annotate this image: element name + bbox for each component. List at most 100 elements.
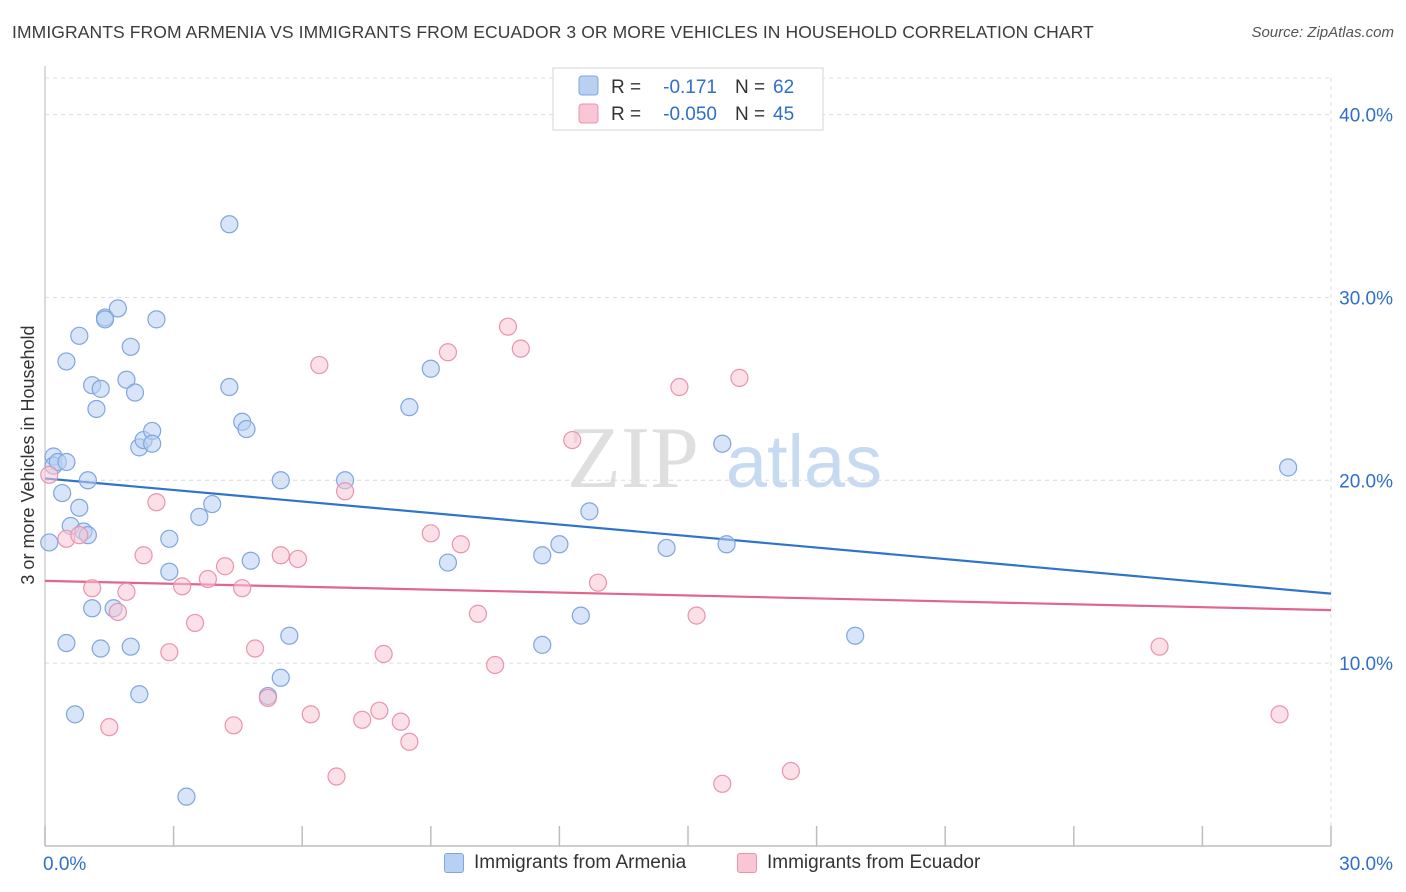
ecuador-point (173, 577, 192, 596)
ecuador-point (370, 701, 389, 720)
legend-swatch-ecuador (737, 853, 757, 873)
ecuador-point (670, 377, 689, 397)
trend-lines (44, 477, 1332, 612)
ecuador-point (400, 732, 419, 751)
armenia-point (271, 668, 290, 687)
ecuador-point (134, 546, 153, 565)
armenia-point (220, 377, 239, 397)
y-tick-labels: 10.0% 20.0% 30.0% 40.0% (1339, 106, 1393, 676)
armenia-point (438, 553, 458, 572)
ecuador-point (1150, 637, 1169, 656)
ecuador-point (511, 339, 530, 358)
ecuador-point (100, 718, 119, 737)
ecuador-point (70, 526, 89, 545)
legend-r-value: -0.050 (663, 104, 717, 125)
legend-r-label: R = (611, 104, 641, 125)
x-tick-label: 0.0% (43, 854, 86, 875)
armenia-point (95, 310, 115, 329)
armenia-point (400, 398, 419, 417)
armenia-point (143, 434, 162, 453)
legend-label-armenia: Immigrants from Armenia (474, 852, 687, 873)
armenia-point (203, 494, 222, 514)
y-tick-label: 30.0% (1339, 288, 1393, 309)
armenia-point (550, 535, 569, 554)
armenia-point (130, 685, 149, 704)
ecuador-point (374, 644, 393, 664)
ecuador-point (117, 582, 136, 601)
ecuador-point (1270, 705, 1289, 724)
ecuador-point (198, 569, 217, 589)
ecuador-point (498, 317, 518, 336)
armenia-point (177, 787, 196, 806)
legend-swatch-armenia (444, 853, 464, 873)
ecuador-point (245, 639, 265, 658)
y-tick-label: 10.0% (1339, 654, 1393, 675)
armenia-point (160, 529, 179, 548)
ecuador-point (83, 579, 102, 598)
ecuador-point (438, 343, 458, 362)
source-label: Source: ZipAtlas.com (1251, 24, 1394, 41)
armenia-point (1279, 458, 1298, 477)
legend-n-label: N = (735, 104, 765, 125)
legend-swatch-armenia (578, 75, 599, 96)
armenia-point (91, 379, 110, 398)
legend-label-ecuador: Immigrants from Ecuador (767, 852, 981, 873)
legend-n-label: N = (735, 77, 765, 98)
x-tick-label: 30.0% (1339, 854, 1393, 875)
armenia-point (121, 337, 140, 356)
armenia-point (57, 633, 76, 653)
ecuador-point (327, 767, 346, 786)
ecuador-point (160, 643, 179, 662)
ecuador-point (108, 602, 127, 622)
armenia-point (108, 299, 127, 318)
legend-swatch-ecuador (578, 103, 599, 124)
armenia-point (147, 310, 166, 329)
ecuador-point (233, 579, 252, 598)
ecuador-point (258, 688, 278, 707)
armenia-point (241, 551, 260, 570)
ecuador-point (310, 355, 329, 375)
armenia-point (65, 705, 85, 724)
armenia-point (237, 419, 256, 439)
legend-r-value: -0.171 (663, 77, 717, 98)
ecuador-point (563, 430, 582, 450)
armenia-point (580, 502, 599, 521)
armenia-point (78, 471, 97, 490)
armenia-point (57, 452, 76, 472)
ecuador-point (215, 557, 235, 576)
ecuador-point (588, 573, 608, 592)
ecuador-trend-line (44, 579, 1332, 612)
ecuador-point (451, 535, 470, 554)
y-tick-label: 20.0% (1339, 471, 1393, 492)
ecuador-point (335, 482, 355, 501)
armenia-point (571, 606, 590, 625)
ecuador-point (185, 613, 205, 633)
armenia-point (657, 538, 676, 558)
armenia-point (87, 399, 106, 419)
armenia-point (121, 637, 140, 656)
chart-title: IMMIGRANTS FROM ARMENIA VS IMMIGRANTS FR… (12, 22, 1094, 42)
armenia-point (91, 639, 110, 658)
armenia-point (190, 507, 209, 526)
armenia-point (125, 383, 145, 402)
ecuador-point (147, 493, 166, 512)
armenia-point (713, 434, 732, 453)
armenia-point (846, 626, 865, 645)
y-tick-label: 40.0% (1339, 106, 1393, 127)
armenia-point (717, 535, 736, 554)
correlation-legend: R = -0.171 N = 62 R = -0.050 N = 45 (552, 67, 824, 131)
ecuador-point (486, 655, 505, 675)
ecuador-point (687, 606, 706, 625)
armenia-point (83, 599, 102, 618)
legend-item-ecuador: Immigrants from Ecuador (737, 852, 980, 874)
armenia-point (160, 562, 179, 581)
ecuador-point (40, 465, 59, 484)
ecuador-point (391, 712, 410, 731)
legend-r-label: R = (611, 77, 641, 98)
legend-n-value: 45 (773, 104, 794, 125)
armenia-point (280, 626, 299, 645)
watermark-zip: ZIP (567, 410, 699, 507)
ecuador-point (730, 368, 749, 387)
legend-n-value: 62 (773, 77, 794, 98)
zipatlas-watermark: ZIP atlas (567, 410, 882, 507)
